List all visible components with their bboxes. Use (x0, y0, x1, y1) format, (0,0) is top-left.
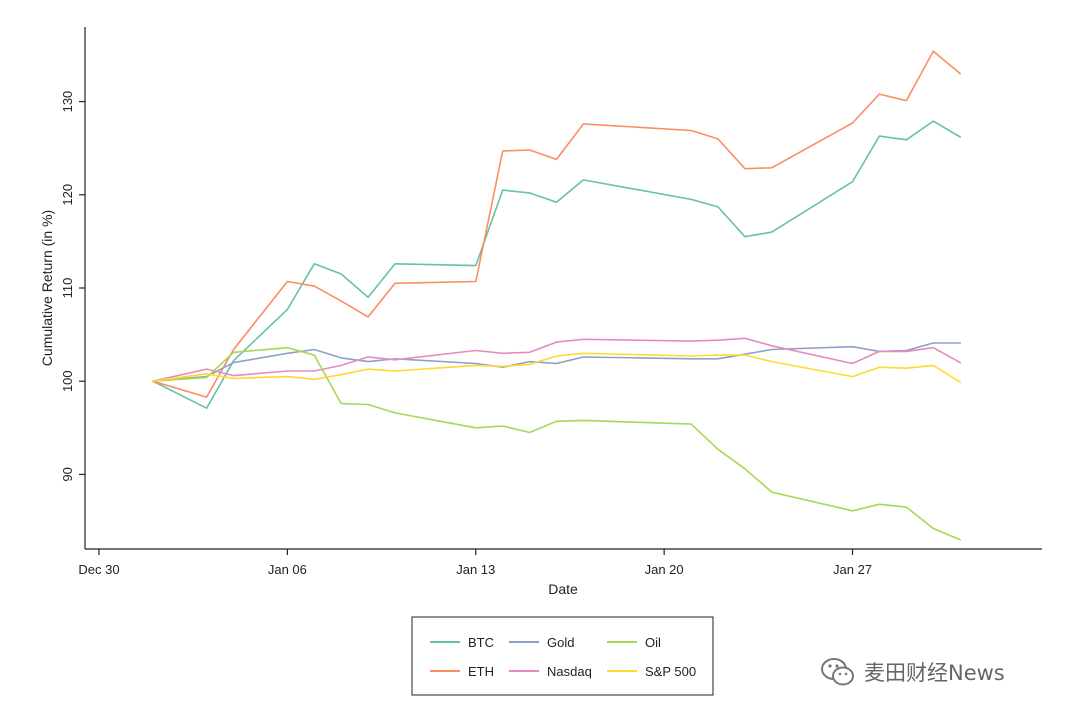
y-axis-title: Cumulative Return (in %) (39, 210, 55, 366)
y-tick-label: 90 (60, 467, 75, 481)
y-ticks: 90 100 110 120 130 (60, 91, 85, 482)
watermark: 麦田财经News (818, 652, 1005, 692)
series-line-btc (152, 120, 962, 410)
watermark-text: 麦田财经News (864, 661, 1005, 685)
y-tick-label: 120 (60, 184, 75, 206)
legend-label-oil: Oil (645, 635, 661, 650)
series-line-s-p-500 (152, 352, 962, 383)
legend-label-s-p-500: S&P 500 (645, 664, 696, 679)
legend-label-gold: Gold (547, 635, 574, 650)
y-tick-label: 110 (60, 278, 75, 299)
axes (84, 27, 1042, 550)
series-lines (152, 50, 962, 541)
y-tick-label: 130 (60, 91, 75, 113)
x-axis-title: Date (548, 581, 578, 597)
x-tick-label: Jan 13 (456, 562, 495, 577)
legend-box (411, 616, 714, 696)
legend-label-btc: BTC (468, 635, 494, 650)
series-line-eth (152, 50, 962, 398)
x-tick-label: Jan 20 (645, 562, 684, 577)
legend-items: BTC Gold Oil ETH Nasdaq S&P 500 (430, 635, 696, 679)
x-ticks: Dec 30 Jan 06 Jan 13 Jan 20 Jan 27 (78, 549, 872, 577)
series-line-oil (152, 346, 962, 541)
wechat-icon (821, 658, 854, 686)
legend-label-eth: ETH (468, 664, 494, 679)
x-tick-label: Jan 27 (833, 562, 872, 577)
series-line-nasdaq (152, 337, 962, 383)
x-tick-label: Dec 30 (78, 562, 119, 577)
y-tick-label: 100 (60, 370, 75, 392)
legend: BTC Gold Oil ETH Nasdaq S&P 500 (411, 616, 714, 696)
legend-label-nasdaq: Nasdaq (547, 664, 592, 679)
x-tick-label: Jan 06 (268, 562, 307, 577)
